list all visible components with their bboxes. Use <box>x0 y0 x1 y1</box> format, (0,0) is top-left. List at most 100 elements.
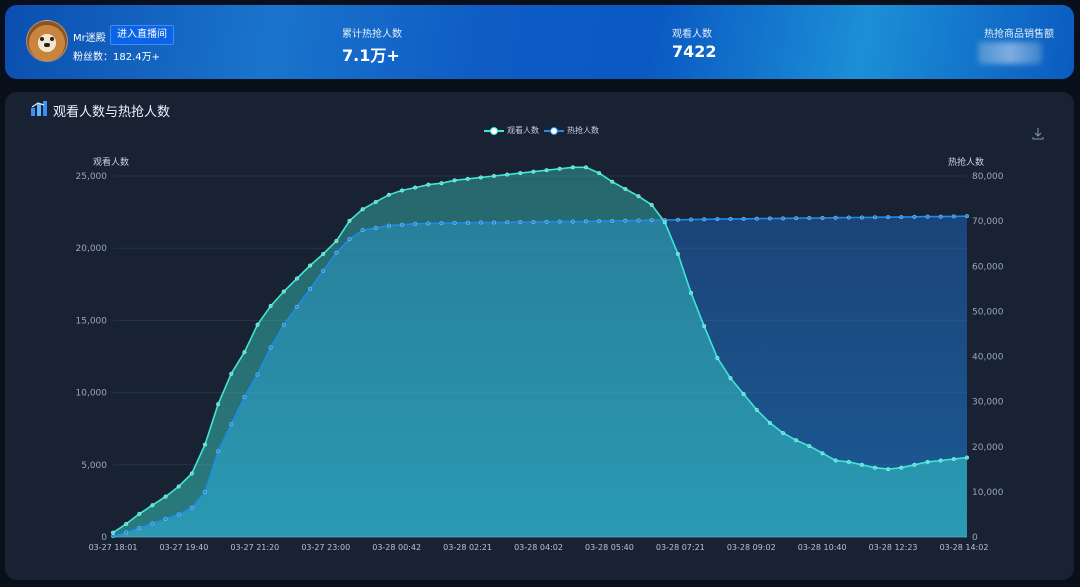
series-area-watch <box>113 167 967 538</box>
stat-value-viewers: 7422 <box>672 42 717 61</box>
y-right-axis-title: 热抢人数 <box>948 158 985 168</box>
stat-value-sales-blurred <box>978 42 1042 64</box>
y-left-tick-label: 0 <box>101 533 107 543</box>
fans-count: 粉丝数：182.4万+ <box>73 52 161 63</box>
y-right-tick-label: 30,000 <box>972 398 1004 408</box>
data-point-hot <box>281 322 286 327</box>
data-point-hot <box>912 214 917 219</box>
data-point-watch <box>754 407 759 412</box>
series-line-watch <box>112 166 968 534</box>
data-point-hot <box>675 217 680 222</box>
data-point-watch <box>281 289 286 294</box>
avatar[interactable] <box>26 20 68 62</box>
data-point-hot <box>741 216 746 221</box>
data-point-watch <box>873 465 878 470</box>
data-point-watch <box>294 276 299 281</box>
data-point-hot <box>925 214 930 219</box>
data-point-watch <box>610 179 615 184</box>
y-right-tick-label: 10,000 <box>972 488 1004 498</box>
data-point-hot <box>321 268 326 273</box>
data-point-watch <box>386 192 391 197</box>
data-point-hot <box>531 220 536 225</box>
data-point-hot <box>386 223 391 228</box>
data-point-watch <box>689 290 694 295</box>
legend-item-hot[interactable]: 热抢人数 <box>544 125 599 136</box>
data-point-watch <box>570 165 575 170</box>
data-point-watch <box>912 462 917 467</box>
data-point-watch <box>938 458 943 463</box>
data-point-hot <box>794 216 799 221</box>
data-point-watch <box>583 165 588 170</box>
y-right-tick-label: 40,000 <box>972 353 1004 363</box>
data-point-watch <box>859 462 864 467</box>
data-point-hot <box>242 395 247 400</box>
x-tick-label: 03-27 18:01 <box>89 543 138 552</box>
data-point-watch <box>413 185 418 190</box>
data-point-hot <box>873 215 878 220</box>
legend-label-hot: 热抢人数 <box>567 126 599 135</box>
x-tick-label: 03-28 00:42 <box>372 543 421 552</box>
legend-marker-watch <box>484 126 504 136</box>
data-point-watch <box>597 171 602 176</box>
y-right-tick-label: 20,000 <box>972 443 1004 453</box>
x-tick-label: 03-27 23:00 <box>301 543 350 552</box>
data-point-hot <box>965 214 970 219</box>
data-point-hot <box>715 217 720 222</box>
data-point-hot <box>781 216 786 221</box>
data-point-watch <box>544 168 549 173</box>
data-point-hot <box>439 221 444 226</box>
data-point-watch <box>492 173 497 178</box>
data-point-hot <box>689 217 694 222</box>
data-point-watch <box>649 202 654 207</box>
data-point-hot <box>216 449 221 454</box>
data-point-watch <box>268 303 273 308</box>
data-point-hot <box>110 534 115 539</box>
data-point-hot <box>452 220 457 225</box>
data-point-hot <box>465 220 470 225</box>
y-right-tick-label: 0 <box>972 533 978 543</box>
series-line-hot <box>112 215 968 537</box>
download-icon[interactable] <box>1031 127 1045 141</box>
data-point-hot <box>820 215 825 220</box>
data-point-hot <box>807 215 812 220</box>
data-point-hot <box>833 215 838 220</box>
data-point-hot <box>124 530 129 535</box>
enter-live-room-button[interactable]: 进入直播间 <box>110 25 174 45</box>
stat-label-viewers: 观看人数 <box>672 29 712 40</box>
y-left-tick-label: 5,000 <box>81 461 107 471</box>
data-point-hot <box>255 372 260 377</box>
data-point-hot <box>597 219 602 224</box>
data-point-watch <box>965 455 970 460</box>
y-right-tick-label: 60,000 <box>972 262 1004 272</box>
data-point-watch <box>899 465 904 470</box>
data-point-watch <box>465 176 470 181</box>
data-point-watch <box>137 511 142 516</box>
user-name: Mr迷殿 <box>73 33 106 44</box>
x-tick-label: 03-28 10:40 <box>798 543 847 552</box>
x-tick-label: 03-27 21:20 <box>230 543 279 552</box>
data-point-watch <box>623 186 628 191</box>
data-point-watch <box>925 459 930 464</box>
data-point-watch <box>820 451 825 456</box>
data-point-watch <box>767 420 772 425</box>
data-point-hot <box>754 216 759 221</box>
legend-item-watch[interactable]: 观看人数 <box>484 125 539 136</box>
data-point-hot <box>938 214 943 219</box>
data-point-hot <box>767 216 772 221</box>
x-tick-label: 03-28 14:02 <box>940 543 989 552</box>
data-point-hot <box>347 237 352 242</box>
data-point-watch <box>255 322 260 327</box>
data-point-hot <box>544 219 549 224</box>
data-point-watch <box>321 251 326 256</box>
data-point-hot <box>702 217 707 222</box>
stat-value-hot-total: 7.1万+ <box>342 46 400 65</box>
stat-label-hot-total: 累计热抢人数 <box>342 29 402 40</box>
data-point-watch <box>951 457 956 462</box>
data-point-watch <box>242 350 247 355</box>
data-point-watch <box>110 530 115 535</box>
avatar-eye <box>40 37 44 41</box>
data-point-watch <box>150 503 155 508</box>
data-point-hot <box>413 221 418 226</box>
header-banner <box>5 5 1074 79</box>
